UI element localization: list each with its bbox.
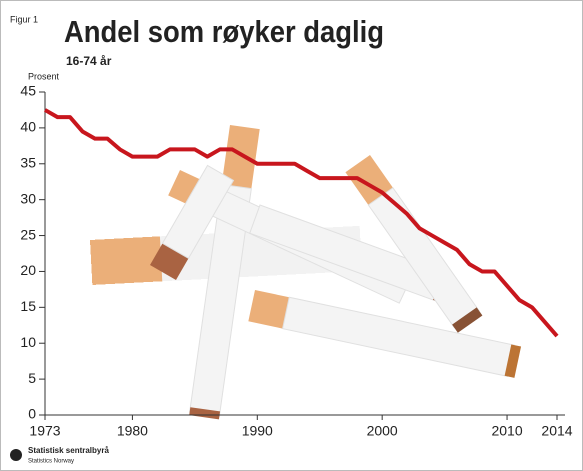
chart-subtitle: 16-74 år bbox=[66, 54, 112, 68]
footer-logo: Statistisk sentralbyrå Statistics Norway bbox=[10, 446, 109, 465]
y-tick-label: 20 bbox=[20, 262, 36, 278]
x-tick-label: 2010 bbox=[491, 423, 522, 439]
y-tick-label: 5 bbox=[28, 370, 36, 386]
y-tick-label: 45 bbox=[20, 83, 36, 99]
y-tick-label: 35 bbox=[20, 154, 36, 170]
chart-title: Andel som røyker daglig bbox=[64, 14, 384, 49]
y-tick-label: 40 bbox=[20, 119, 36, 135]
y-axis-label: Prosent bbox=[28, 71, 60, 81]
y-tick-label: 30 bbox=[20, 190, 36, 206]
background-photo bbox=[90, 125, 522, 420]
x-tick-label: 1973 bbox=[29, 423, 60, 439]
data-line bbox=[44, 108, 559, 338]
footer-name: Statistisk sentralbyrå bbox=[28, 446, 109, 455]
x-tick-label: 1980 bbox=[117, 423, 148, 439]
y-tick-label: 10 bbox=[20, 334, 36, 350]
x-tick-label: 1990 bbox=[242, 423, 273, 439]
y-tick-label: 15 bbox=[20, 298, 36, 314]
y-tick-label: 25 bbox=[20, 226, 36, 242]
figure-label: Figur 1 bbox=[10, 14, 38, 24]
y-tick-label: 0 bbox=[28, 406, 36, 422]
x-tick-label: 2000 bbox=[367, 423, 398, 439]
x-tick-label: 2014 bbox=[541, 423, 572, 439]
footer-name-en: Statistics Norway bbox=[28, 459, 74, 465]
